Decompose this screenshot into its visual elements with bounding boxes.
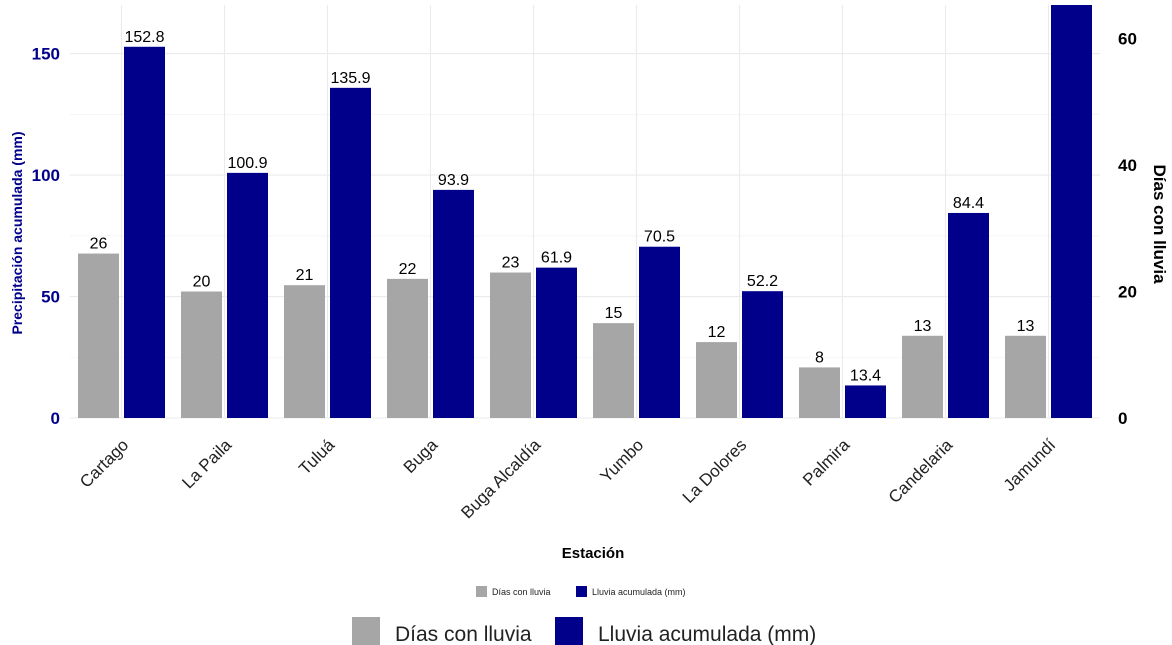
x-tick-label: Candelaria xyxy=(885,435,957,507)
x-axis: Cartago La Paila Tuluá Buga Buga Alcaldía Yum… xyxy=(76,435,1059,522)
bar-dias xyxy=(78,253,119,418)
y-right-tick-label: 60 xyxy=(1118,30,1137,49)
bar-dias xyxy=(181,291,222,418)
bar-dias xyxy=(490,272,531,418)
bar-label-dias: 8 xyxy=(815,349,824,366)
x-tick-label: Tuluá xyxy=(295,435,338,478)
y-right-tick-label: 40 xyxy=(1118,156,1137,175)
bar-label-lluvia: 170 xyxy=(1058,0,1085,4)
bar-label-dias: 26 xyxy=(90,236,108,253)
bar-label-dias: 20 xyxy=(193,274,211,291)
y-right-tick-label: 0 xyxy=(1118,409,1127,428)
x-tick-label: Yumbo xyxy=(596,435,647,486)
bar-label-lluvia: 135.9 xyxy=(330,70,370,87)
bar-label-lluvia: 52.2 xyxy=(747,273,778,290)
bar-dias xyxy=(593,323,634,418)
legend-large: Días con lluvia Lluvia acumulada (mm) xyxy=(352,617,816,645)
bar-label-lluvia: 70.5 xyxy=(644,229,675,246)
legend-small-label-lluvia: Lluvia acumulada (mm) xyxy=(592,587,686,597)
bar-label-dias: 13 xyxy=(914,318,932,335)
bar-dias xyxy=(284,285,325,418)
bar-dias xyxy=(1005,335,1046,418)
bar-lluvia xyxy=(845,385,886,418)
bar-label-dias: 23 xyxy=(502,255,520,272)
bar-label-lluvia: 152.8 xyxy=(124,29,164,46)
legend-large-swatch-lluvia xyxy=(555,617,583,645)
bar-lluvia xyxy=(639,246,680,418)
legend-large-label-dias: Días con lluvia xyxy=(395,623,532,645)
y-right-tick-label: 20 xyxy=(1118,283,1137,302)
bar-dias xyxy=(799,367,840,418)
y-axis-right: 0 20 40 60 xyxy=(1118,30,1137,428)
y-axis-left-title: Precipitación acumulada (mm) xyxy=(9,131,25,334)
y-left-tick-label: 150 xyxy=(32,45,60,64)
x-tick-label: Palmira xyxy=(799,435,854,490)
bar-lluvia xyxy=(124,46,165,418)
x-axis-title: Estación xyxy=(562,545,625,562)
legend-small-label-dias: Días con lluvia xyxy=(492,587,551,597)
bar-label-dias: 21 xyxy=(296,267,314,284)
bar-label-lluvia: 61.9 xyxy=(541,250,572,267)
bar-dias xyxy=(387,278,428,418)
x-tick-label: Jamundí xyxy=(1000,435,1060,495)
bar-label-dias: 12 xyxy=(708,324,726,341)
grid xyxy=(70,5,1100,419)
bar-label-lluvia: 100.9 xyxy=(227,155,267,172)
bar-labels: 26 152.8 20 100.9 21 135.9 22 93.9 23 61.9 15 70.5 1… xyxy=(90,0,1085,384)
legend-small-swatch-lluvia xyxy=(576,586,587,597)
bar-label-dias: 22 xyxy=(399,261,417,278)
legend-small: Días con lluvia Lluvia acumulada (mm) xyxy=(476,586,686,597)
x-tick-label: Buga Alcaldía xyxy=(457,435,544,522)
bar-lluvia xyxy=(742,291,783,418)
bar-lluvia xyxy=(227,172,268,418)
y-axis-right-title: Días con lluvia xyxy=(1150,164,1169,284)
bar-lluvia xyxy=(330,87,371,418)
bar-label-lluvia: 93.9 xyxy=(438,172,469,189)
bar-label-dias: 15 xyxy=(605,305,623,322)
bar-lluvia xyxy=(1051,5,1092,418)
y-axis-left: 0 50 100 150 xyxy=(32,45,60,428)
x-tick-label: La Paila xyxy=(178,435,235,492)
bars xyxy=(78,5,1092,418)
y-left-tick-label: 50 xyxy=(41,288,60,307)
bar-label-dias: 13 xyxy=(1017,318,1035,335)
bar-lluvia xyxy=(948,212,989,418)
bar-dias xyxy=(902,335,943,418)
bar-label-lluvia: 13.4 xyxy=(850,367,881,384)
legend-large-label-lluvia: Lluvia acumulada (mm) xyxy=(598,623,816,645)
bar-lluvia xyxy=(536,267,577,418)
x-tick-label: Buga xyxy=(400,435,442,477)
legend-small-swatch-dias xyxy=(476,586,487,597)
x-tick-label: La Dolores xyxy=(679,435,751,507)
bar-label-lluvia: 84.4 xyxy=(953,195,984,212)
legend-large-swatch-dias xyxy=(352,617,380,645)
x-tick-label: Cartago xyxy=(76,435,132,491)
y-left-tick-label: 0 xyxy=(51,409,60,428)
y-left-tick-label: 100 xyxy=(32,166,60,185)
bar-dias xyxy=(696,342,737,418)
bar-lluvia xyxy=(433,189,474,418)
